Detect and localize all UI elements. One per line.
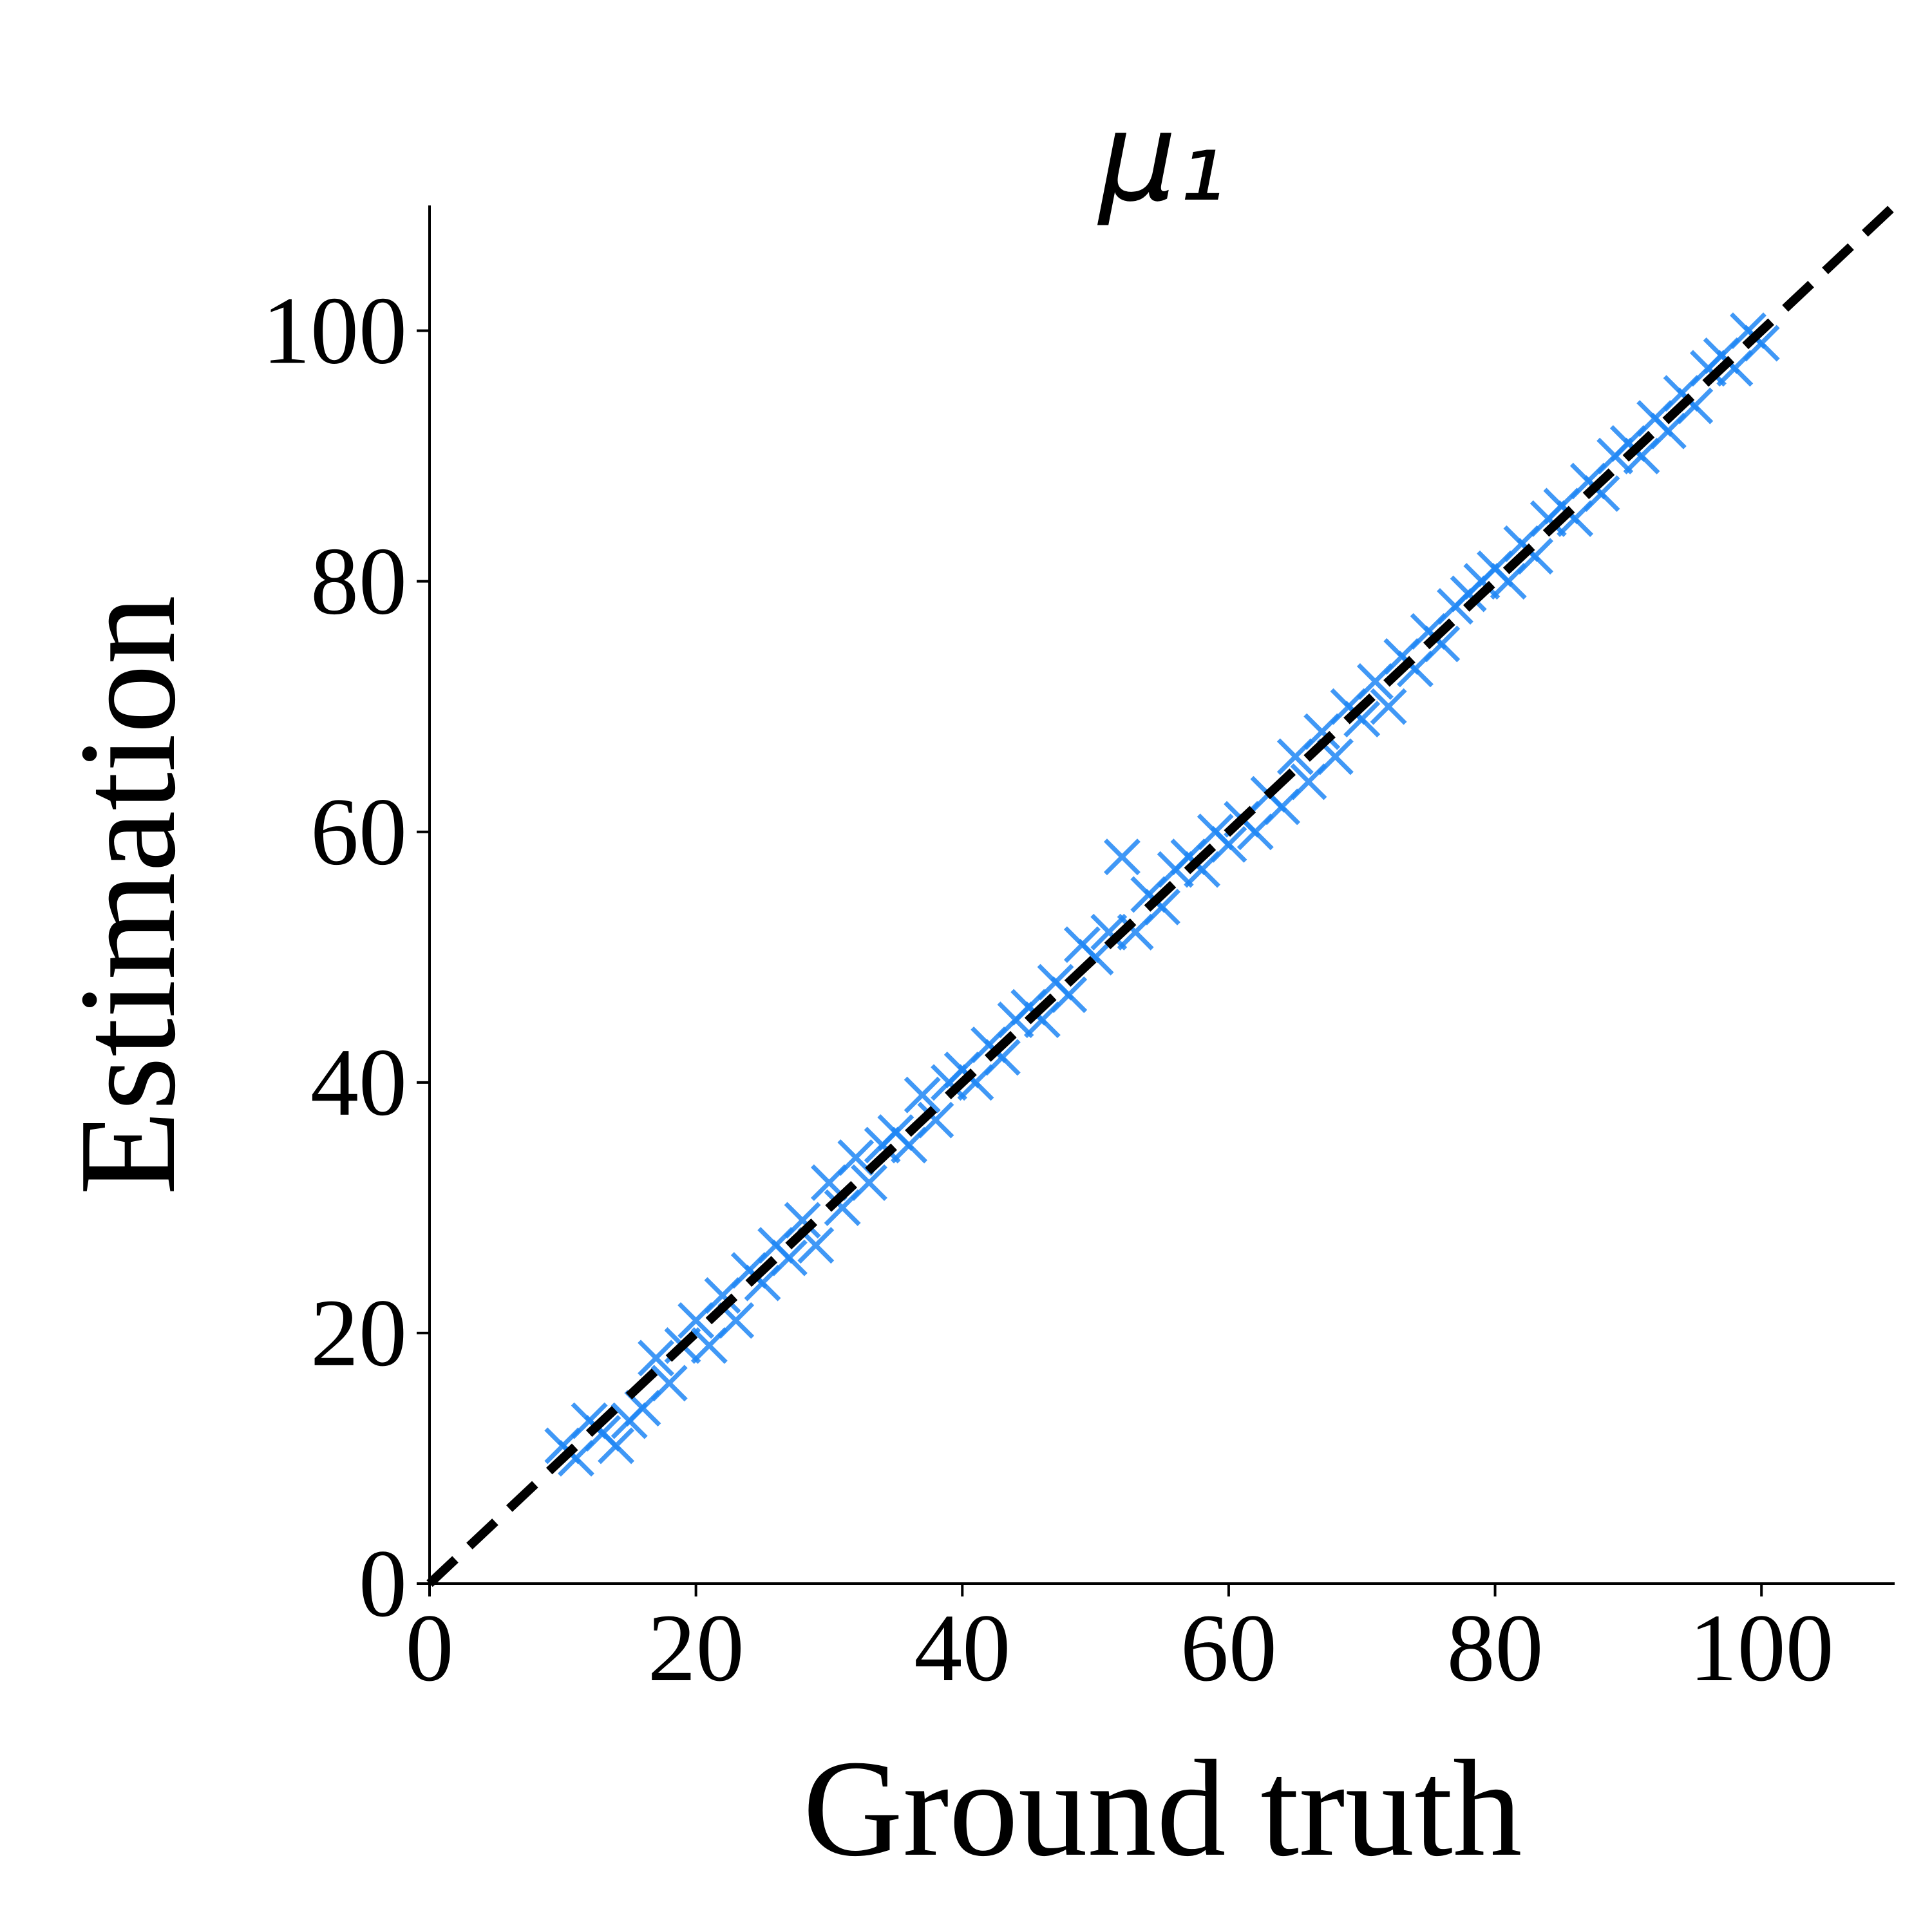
scatter-point — [1583, 475, 1620, 512]
scatter-point — [1743, 325, 1780, 362]
y-tick-label: 20 — [310, 1280, 407, 1387]
scatter-point — [904, 1076, 941, 1113]
x-tick-label: 20 — [648, 1595, 744, 1701]
scatter-point — [1144, 888, 1180, 925]
scatter-point — [1050, 976, 1088, 1014]
scatter-point — [598, 1427, 635, 1464]
scatter-point — [1423, 625, 1461, 663]
y-tick-label: 0 — [359, 1530, 407, 1637]
x-tick-label: 80 — [1447, 1595, 1544, 1701]
y-axis-label: Estimation — [50, 595, 204, 1195]
scatter-point — [851, 1164, 887, 1201]
scatter-point — [650, 1365, 688, 1402]
chart-title: μ₁ — [1097, 86, 1226, 229]
scatter-point — [770, 1239, 808, 1276]
scatter-point — [1210, 826, 1247, 863]
scatter-point — [1517, 538, 1554, 575]
identity-line — [426, 202, 1898, 1587]
scatter-point — [638, 1340, 675, 1377]
y-tick-label: 60 — [310, 779, 407, 886]
scatter-point — [1090, 913, 1128, 951]
scatter-point — [784, 1202, 821, 1239]
y-tick-label: 80 — [310, 528, 407, 635]
scatter-point — [1370, 688, 1407, 725]
x-tick-label: 0 — [406, 1595, 454, 1701]
x-tick-label: 40 — [914, 1595, 1010, 1701]
scatter-point — [983, 1039, 1021, 1076]
scatter-point — [1676, 387, 1714, 424]
y-tick-label: 100 — [262, 278, 407, 384]
scatter-point — [1103, 838, 1141, 876]
scatter-point — [1343, 701, 1381, 738]
scatter-point — [917, 1101, 954, 1139]
x-tick-label: 100 — [1689, 1595, 1834, 1701]
x-axis-label: Ground truth — [803, 1731, 1522, 1885]
y-tick-label: 40 — [310, 1029, 407, 1136]
x-tick-label: 60 — [1180, 1595, 1277, 1701]
